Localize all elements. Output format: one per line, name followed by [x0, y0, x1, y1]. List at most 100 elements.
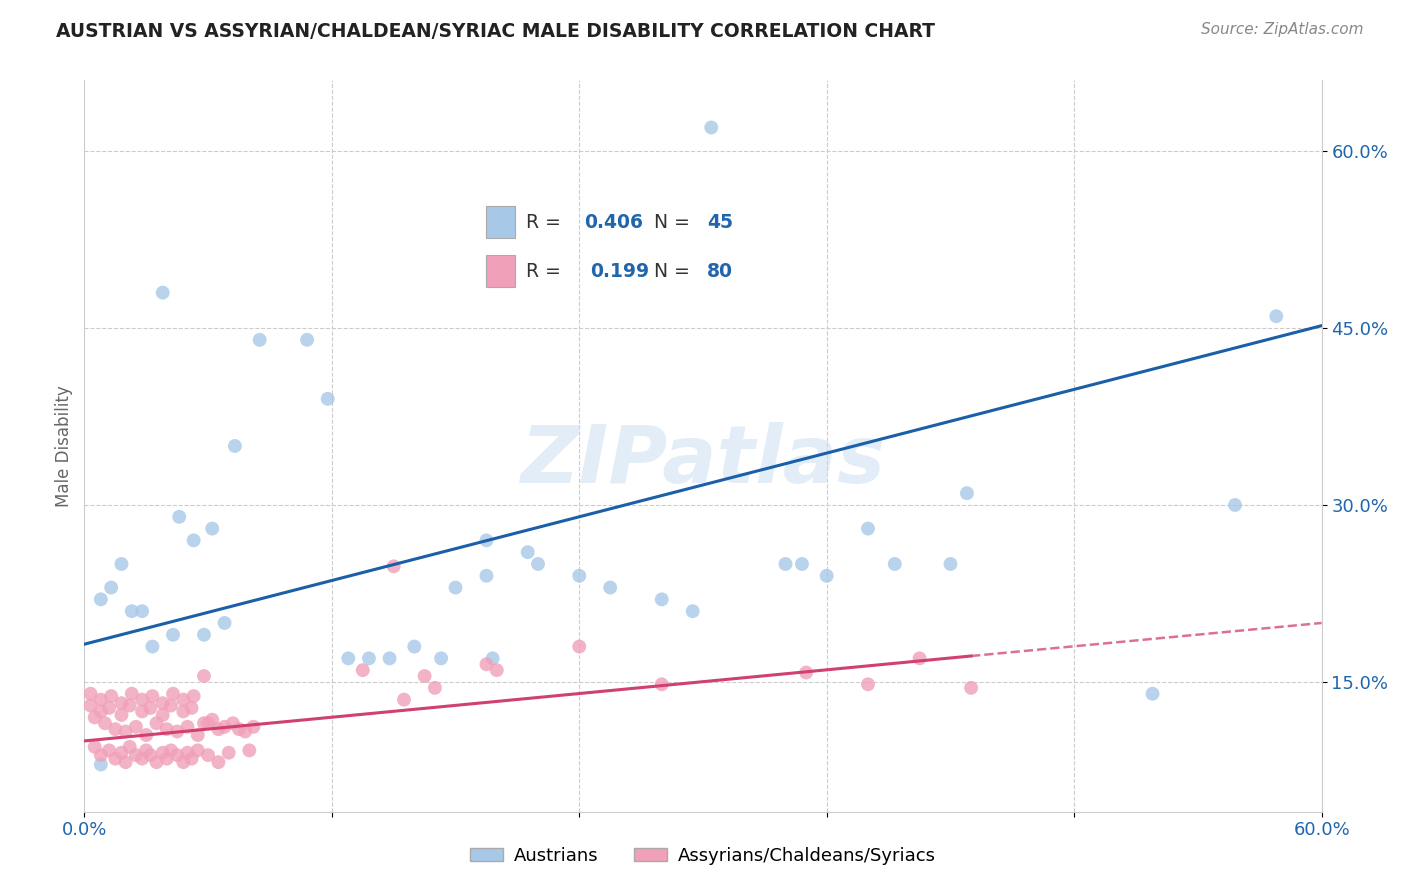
Point — [430, 651, 453, 665]
Point — [152, 708, 174, 723]
Point — [224, 439, 246, 453]
Point — [218, 746, 240, 760]
Point — [121, 687, 143, 701]
Point — [337, 651, 360, 665]
Point — [156, 751, 179, 765]
Point — [475, 533, 498, 548]
Point — [104, 722, 127, 736]
Point — [960, 681, 983, 695]
Point — [176, 720, 198, 734]
Point — [378, 651, 401, 665]
Point — [939, 557, 962, 571]
Point — [152, 696, 174, 710]
Point — [110, 708, 132, 723]
Point — [160, 698, 183, 713]
Point — [172, 692, 194, 706]
Point — [131, 692, 153, 706]
Point — [527, 557, 550, 571]
Point — [352, 663, 374, 677]
Point — [207, 755, 229, 769]
Point — [114, 755, 136, 769]
Text: AUSTRIAN VS ASSYRIAN/CHALDEAN/SYRIAC MALE DISABILITY CORRELATION CHART: AUSTRIAN VS ASSYRIAN/CHALDEAN/SYRIAC MAL… — [56, 22, 935, 41]
Point — [316, 392, 339, 406]
Point — [249, 333, 271, 347]
Point — [94, 716, 117, 731]
Point — [908, 651, 931, 665]
Point — [166, 748, 188, 763]
Point — [131, 751, 153, 765]
Point — [98, 743, 121, 757]
Point — [201, 713, 224, 727]
Point — [141, 689, 163, 703]
Point — [242, 720, 264, 734]
Point — [90, 748, 112, 763]
Point — [700, 120, 723, 135]
Point — [135, 728, 157, 742]
Point — [125, 720, 148, 734]
Point — [193, 716, 215, 731]
Point — [172, 705, 194, 719]
Point — [110, 746, 132, 760]
Point — [156, 722, 179, 736]
Point — [222, 716, 245, 731]
Point — [485, 663, 508, 677]
Point — [775, 557, 797, 571]
Point — [90, 757, 112, 772]
Point — [794, 665, 817, 680]
Point — [100, 581, 122, 595]
Point — [90, 705, 112, 719]
Point — [956, 486, 979, 500]
Point — [568, 568, 591, 582]
Point — [790, 557, 813, 571]
Point — [110, 557, 132, 571]
Point — [141, 640, 163, 654]
Point — [183, 533, 205, 548]
Point — [187, 743, 209, 757]
Point — [187, 728, 209, 742]
Point — [651, 592, 673, 607]
Point — [160, 743, 183, 757]
Point — [110, 696, 132, 710]
Point — [214, 615, 236, 630]
Point — [139, 701, 162, 715]
Point — [118, 739, 141, 754]
Point — [1372, 120, 1395, 135]
Point — [214, 720, 236, 734]
Point — [207, 722, 229, 736]
Point — [166, 724, 188, 739]
Point — [682, 604, 704, 618]
Point — [201, 522, 224, 536]
Point — [1265, 310, 1288, 324]
Text: ZIPatlas: ZIPatlas — [520, 422, 886, 500]
Point — [815, 568, 838, 582]
Point — [145, 755, 167, 769]
Point — [481, 651, 503, 665]
Point — [475, 568, 498, 582]
Point — [90, 592, 112, 607]
Point — [167, 509, 190, 524]
Point — [444, 581, 467, 595]
Point — [193, 669, 215, 683]
Point — [599, 581, 621, 595]
Point — [90, 692, 112, 706]
Legend: Austrians, Assyrians/Chaldeans/Syriacs: Austrians, Assyrians/Chaldeans/Syriacs — [463, 839, 943, 872]
Point — [131, 604, 153, 618]
Point — [295, 333, 318, 347]
Point — [131, 705, 153, 719]
Point — [135, 743, 157, 757]
Point — [382, 559, 405, 574]
Point — [568, 640, 591, 654]
Point — [100, 689, 122, 703]
Point — [180, 701, 202, 715]
Point — [475, 657, 498, 672]
Point — [79, 698, 101, 713]
Point — [118, 698, 141, 713]
Point — [197, 716, 219, 731]
Point — [83, 710, 105, 724]
Point — [180, 751, 202, 765]
Point — [104, 751, 127, 765]
Point — [423, 681, 446, 695]
Point — [139, 748, 162, 763]
Y-axis label: Male Disability: Male Disability — [55, 385, 73, 507]
Point — [1142, 687, 1164, 701]
